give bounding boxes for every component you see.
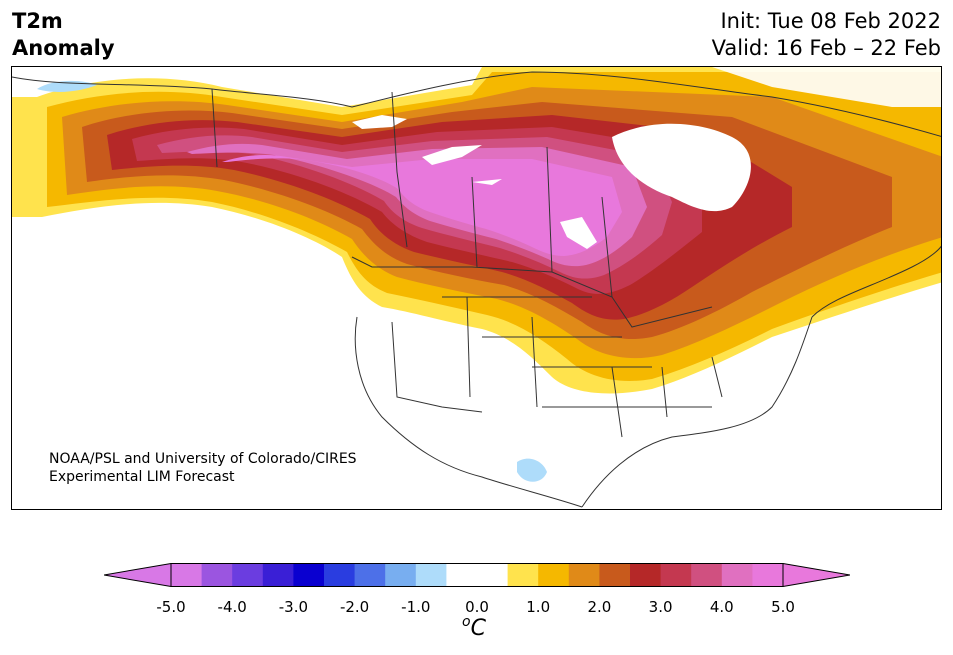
title-line-2: Anomaly [12, 36, 115, 60]
colorbar-bin [599, 563, 631, 587]
colorbar-bin [568, 563, 600, 587]
colorbar-tick-label: 5.0 [771, 598, 795, 616]
colorbar-bin [477, 563, 509, 587]
init-date: Init: Tue 08 Feb 2022 [720, 9, 941, 33]
unit-label: oC [462, 614, 486, 641]
colorbar-bin [415, 563, 447, 587]
credit-line-1: NOAA/PSL and University of Colorado/CIRE… [49, 451, 357, 467]
colorbar-bin [324, 563, 356, 587]
political-borders [12, 71, 941, 508]
colorbar-bin [660, 563, 692, 587]
colorbar-tick-label: -1.0 [401, 598, 431, 616]
date-info: Init: Tue 08 Feb 2022 Valid: 16 Feb – 22… [712, 8, 941, 62]
colorbar-tick-label: -3.0 [278, 598, 309, 616]
colorbar-extend-high [782, 563, 850, 587]
map-panel [11, 66, 942, 510]
credit-text: NOAA/PSL and University of Colorado/CIRE… [49, 450, 357, 486]
colorbar-tick-label: 3.0 [648, 598, 673, 616]
colorbar-bin [262, 563, 294, 587]
map-title: T2m Anomaly [12, 8, 115, 62]
valid-range: Valid: 16 Feb – 22 Feb [711, 36, 941, 60]
anomaly-band-magenta [222, 154, 622, 256]
cold-anomaly-patch [517, 458, 547, 482]
anomaly-map [12, 67, 941, 508]
colorbar-bin [538, 563, 570, 587]
colorbar-tick-label: 2.0 [587, 598, 612, 616]
colorbar-tick-label: 0.0 [465, 598, 489, 616]
colorbar-tick-label: -2.0 [339, 598, 370, 616]
colorbar-extend-low [104, 563, 172, 587]
lake [472, 179, 502, 185]
colorbar-tick-label: -4.0 [217, 598, 247, 616]
colorbar-tick-label: -5.0 [156, 598, 186, 616]
unit-superscript: o [462, 614, 471, 630]
hudson-bay [612, 123, 751, 212]
credit-line-2: Experimental LIM Forecast [49, 469, 235, 485]
colorbar-bin [507, 563, 539, 587]
colorbar-outline [170, 563, 784, 587]
lake [560, 217, 597, 249]
title-line-1: T2m [12, 9, 63, 33]
colorbar-bin [293, 563, 325, 587]
colorbar-bin [446, 563, 478, 587]
colorbar-tick-label: 1.0 [526, 598, 551, 616]
lake [422, 145, 482, 165]
colorbar-bin [354, 563, 386, 587]
colorbar [104, 563, 850, 587]
colorbar-tick-label: 4.0 [709, 598, 734, 616]
unit-base: C [470, 616, 486, 641]
colorbar-bin [232, 563, 264, 587]
colorbar-bin [721, 563, 753, 587]
colorbar-bin [752, 563, 784, 587]
colorbar-bin [201, 563, 233, 587]
colorbar-bin [691, 563, 723, 587]
arctic-water [712, 67, 941, 107]
colorbar-bin [630, 563, 662, 587]
colorbar-bin [171, 563, 203, 587]
colorbar-bin [385, 563, 417, 587]
